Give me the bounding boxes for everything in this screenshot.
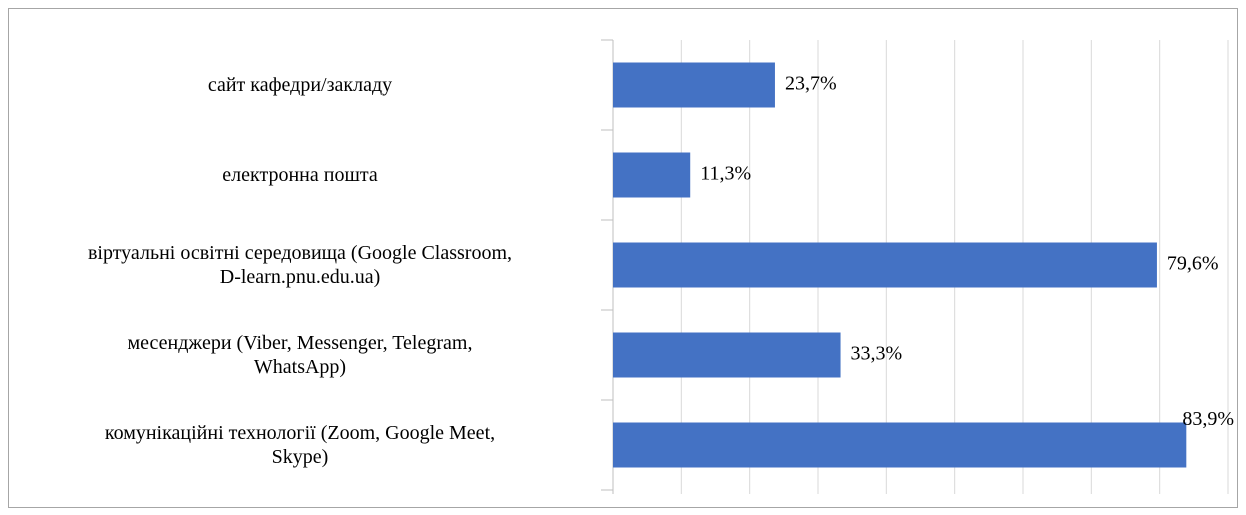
category-label: месенджери (Viber, Messenger, Telegram, … [127, 332, 473, 378]
category-label: сайт кафедри/закладу [207, 74, 393, 96]
bar [613, 422, 1187, 468]
bar [613, 152, 691, 198]
data-label: 23,7% [785, 73, 837, 95]
bar [613, 242, 1157, 288]
category-label: електронна пошта [222, 164, 378, 186]
data-label: 33,3% [851, 343, 903, 365]
category-label: комунікаційні технології (Zoom, Google M… [104, 422, 496, 468]
chart-border [8, 8, 1238, 508]
bar [613, 62, 775, 108]
category-label: віртуальні освітні середовища (Google Cl… [87, 242, 513, 288]
data-label: 79,6% [1167, 253, 1219, 275]
data-label: 11,3% [700, 163, 751, 185]
data-label: 83,9% [1182, 408, 1234, 430]
bar [613, 332, 841, 378]
